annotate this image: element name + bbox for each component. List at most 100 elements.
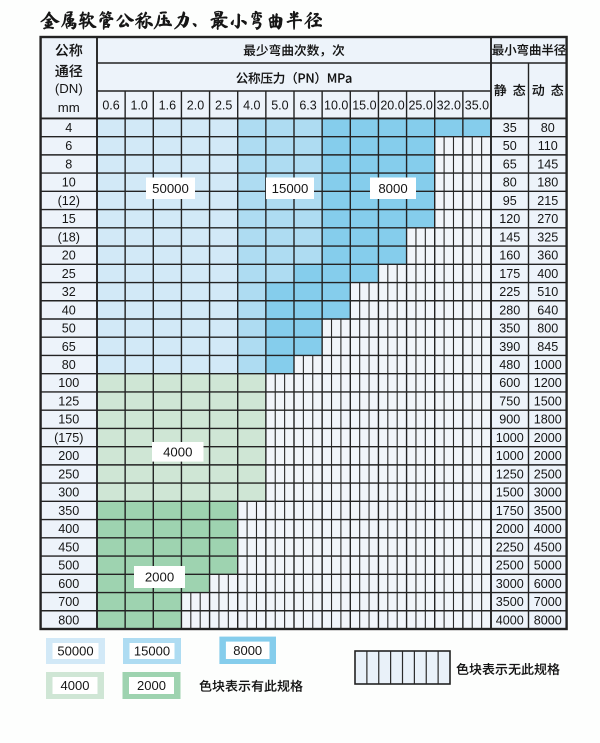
svg-text:80: 80 [503, 176, 517, 190]
svg-text:1000: 1000 [496, 431, 524, 445]
svg-text:480: 480 [499, 358, 520, 372]
svg-text:150: 150 [58, 413, 79, 427]
svg-text:3500: 3500 [496, 595, 524, 609]
svg-text:110: 110 [538, 139, 558, 153]
svg-text:10.0: 10.0 [324, 99, 348, 113]
svg-text:1.6: 1.6 [159, 99, 176, 113]
svg-text:1000: 1000 [496, 449, 524, 463]
svg-text:400: 400 [58, 522, 79, 536]
svg-text:350: 350 [58, 504, 79, 518]
svg-text:270: 270 [537, 212, 558, 226]
svg-text:2000: 2000 [534, 449, 562, 463]
svg-text:1800: 1800 [534, 413, 562, 427]
svg-text:450: 450 [58, 540, 79, 554]
svg-text:3000: 3000 [534, 486, 562, 500]
svg-text:2.5: 2.5 [215, 99, 232, 113]
svg-text:100: 100 [58, 376, 79, 390]
svg-text:0.6: 0.6 [102, 99, 119, 113]
svg-text:25.0: 25.0 [408, 99, 432, 113]
svg-text:120: 120 [499, 212, 520, 226]
svg-text:4: 4 [65, 121, 72, 135]
svg-text:400: 400 [537, 267, 558, 281]
svg-text:10: 10 [62, 176, 76, 190]
svg-text:5000: 5000 [534, 559, 562, 573]
svg-text:1200: 1200 [534, 376, 562, 390]
svg-text:3500: 3500 [534, 504, 562, 518]
svg-text:845: 845 [537, 340, 558, 354]
svg-text:15.0: 15.0 [352, 99, 376, 113]
svg-text:145: 145 [537, 157, 558, 171]
svg-text:(DN): (DN) [55, 81, 83, 96]
svg-text:4000: 4000 [163, 444, 192, 459]
svg-text:65: 65 [503, 157, 517, 171]
svg-text:50000: 50000 [57, 644, 93, 659]
svg-text:4000: 4000 [61, 678, 90, 693]
svg-text:8000: 8000 [534, 613, 562, 627]
svg-text:2000: 2000 [496, 522, 524, 536]
svg-text:15000: 15000 [272, 181, 309, 196]
svg-text:145: 145 [499, 230, 520, 244]
svg-text:15: 15 [62, 212, 76, 226]
svg-text:50: 50 [62, 322, 76, 336]
svg-text:2000: 2000 [534, 431, 562, 445]
svg-text:(12): (12) [58, 194, 80, 208]
svg-text:8: 8 [65, 157, 72, 171]
svg-text:7000: 7000 [534, 595, 562, 609]
svg-text:160: 160 [499, 249, 520, 263]
svg-text:50000: 50000 [152, 181, 189, 196]
svg-text:175: 175 [499, 267, 520, 281]
svg-text:350: 350 [499, 322, 520, 336]
svg-text:25: 25 [62, 267, 76, 281]
svg-text:2000: 2000 [137, 678, 166, 693]
svg-text:1250: 1250 [496, 467, 524, 481]
svg-text:2250: 2250 [496, 540, 524, 554]
svg-text:1500: 1500 [534, 394, 562, 408]
svg-text:20: 20 [62, 249, 76, 263]
svg-text:35: 35 [503, 121, 517, 135]
svg-text:15000: 15000 [134, 644, 170, 659]
svg-text:225: 225 [499, 285, 520, 299]
svg-text:1000: 1000 [534, 358, 562, 372]
svg-text:80: 80 [62, 358, 76, 372]
svg-text:390: 390 [499, 340, 520, 354]
svg-text:500: 500 [58, 559, 79, 573]
svg-text:35.0: 35.0 [465, 99, 489, 113]
svg-text:1500: 1500 [496, 486, 524, 500]
svg-text:2000: 2000 [145, 570, 174, 585]
svg-text:50: 50 [503, 139, 517, 153]
svg-text:4000: 4000 [534, 522, 562, 536]
svg-text:510: 510 [537, 285, 558, 299]
svg-text:200: 200 [58, 449, 79, 463]
svg-text:6: 6 [65, 139, 72, 153]
svg-text:600: 600 [499, 376, 520, 390]
svg-text:750: 750 [499, 394, 520, 408]
svg-text:1.0: 1.0 [131, 99, 148, 113]
svg-text:5.0: 5.0 [271, 99, 288, 113]
svg-text:180: 180 [537, 176, 558, 190]
svg-text:600: 600 [58, 577, 79, 591]
svg-text:8000: 8000 [378, 181, 407, 196]
svg-text:80: 80 [541, 121, 555, 135]
svg-text:300: 300 [58, 486, 79, 500]
svg-text:mm: mm [58, 100, 80, 115]
svg-text:900: 900 [499, 413, 520, 427]
svg-text:360: 360 [537, 249, 558, 263]
svg-text:2.0: 2.0 [187, 99, 204, 113]
svg-text:8000: 8000 [233, 643, 262, 658]
svg-text:800: 800 [58, 613, 79, 627]
svg-text:640: 640 [537, 303, 558, 317]
svg-text:(175): (175) [54, 431, 83, 445]
svg-text:65: 65 [62, 340, 76, 354]
svg-text:4500: 4500 [534, 540, 562, 554]
svg-text:4.0: 4.0 [243, 99, 260, 113]
svg-text:32: 32 [62, 285, 76, 299]
svg-text:215: 215 [537, 194, 558, 208]
svg-text:6.3: 6.3 [299, 99, 316, 113]
svg-text:2500: 2500 [496, 559, 524, 573]
svg-text:3000: 3000 [496, 577, 524, 591]
svg-text:4000: 4000 [496, 613, 524, 627]
svg-text:250: 250 [58, 467, 79, 481]
svg-text:125: 125 [58, 394, 79, 408]
svg-text:1750: 1750 [496, 504, 524, 518]
svg-text:325: 325 [537, 230, 558, 244]
